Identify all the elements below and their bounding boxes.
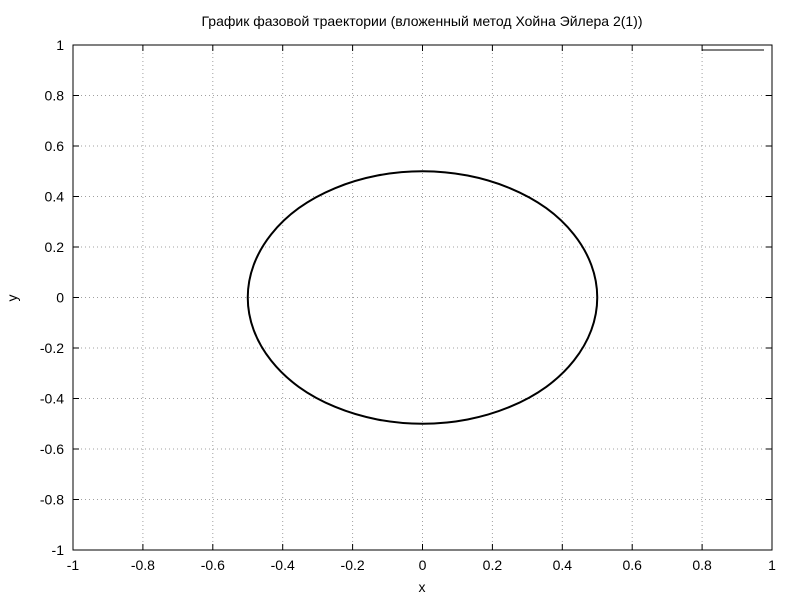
x-tick-label: -0.2 xyxy=(341,557,365,573)
y-tick-label: -0.8 xyxy=(40,492,64,508)
x-tick-labels: -1 -0.8 -0.6 -0.4 -0.2 0 0.2 0.4 0.6 0.8 1 xyxy=(67,557,776,573)
y-tick-label: 0.2 xyxy=(45,239,65,255)
y-tick-label: -1 xyxy=(52,542,65,558)
x-tick-label: 0.4 xyxy=(553,557,573,573)
y-tick-label: 1 xyxy=(56,37,64,53)
y-tick-label: 0 xyxy=(56,290,64,306)
chart-title: График фазовой траектории (вложенный мет… xyxy=(201,13,642,29)
y-tick-label: -0.2 xyxy=(40,340,64,356)
y-tick-label: 0.8 xyxy=(45,88,65,104)
y-tick-labels: -1 -0.8 -0.6 -0.4 -0.2 0 0.2 0.4 0.6 0.8 1 xyxy=(40,37,64,558)
grid xyxy=(73,45,772,550)
x-tick-label: 0.8 xyxy=(692,557,712,573)
x-tick-label: 1 xyxy=(768,557,776,573)
series-group xyxy=(246,170,599,425)
x-tick-label: -0.4 xyxy=(271,557,295,573)
x-tick-label: -1 xyxy=(67,557,80,573)
x-tick-label: 0.6 xyxy=(622,557,642,573)
x-tick-label: -0.6 xyxy=(201,557,225,573)
y-tick-label: -0.4 xyxy=(40,391,64,407)
x-tick-label: -0.8 xyxy=(131,557,155,573)
y-axis-label: y xyxy=(4,295,20,302)
tick-marks xyxy=(72,44,773,551)
x-axis-label: x xyxy=(419,579,426,595)
x-tick-label: 0.2 xyxy=(483,557,503,573)
y-tick-label: 0.6 xyxy=(45,138,65,154)
series-line xyxy=(246,170,599,425)
x-tick-label: 0 xyxy=(419,557,427,573)
y-tick-label: 0.4 xyxy=(45,189,65,205)
y-tick-label: -0.6 xyxy=(40,441,64,457)
